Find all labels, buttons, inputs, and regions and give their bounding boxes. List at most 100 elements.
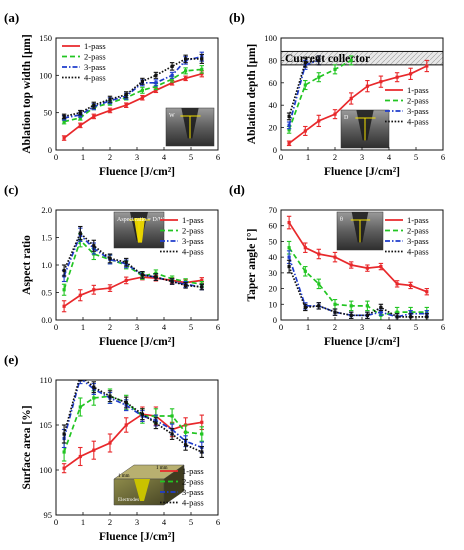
x-tick-label: 1: [306, 152, 310, 162]
data-point-2-pass: [303, 83, 307, 87]
data-point-4-pass: [154, 73, 158, 77]
data-point-2-pass: [287, 128, 291, 132]
data-point-1-pass: [200, 278, 204, 282]
data-point-1-pass: [409, 72, 413, 76]
panel-label: (d): [229, 182, 245, 197]
legend-label: 1-pass: [182, 466, 204, 476]
data-point-4-pass: [108, 97, 112, 101]
data-point-4-pass: [200, 57, 204, 61]
y-tick-label: 30: [269, 268, 278, 278]
legend-label: 1-pass: [407, 215, 429, 225]
data-point-2-pass: [78, 116, 82, 120]
x-tick-label: 3: [135, 152, 139, 162]
data-point-4-pass: [92, 385, 96, 389]
data-point-1-pass: [379, 264, 383, 269]
x-tick-label: 0: [54, 322, 58, 332]
block-side: [163, 464, 185, 506]
data-point-2-pass: [62, 450, 66, 454]
series-line-4-pass: [288, 59, 319, 117]
x-tick-label: 5: [189, 517, 193, 527]
data-point-1-pass: [108, 108, 112, 113]
series-group: [286, 215, 429, 320]
data-point-4-pass: [333, 310, 337, 314]
data-point-4-pass: [317, 304, 321, 308]
y-tick-label: 0.0: [41, 315, 52, 325]
legend-label: 3-pass: [407, 236, 429, 246]
legend-label: 2-pass: [84, 52, 106, 62]
series-line-2-pass: [63, 68, 202, 123]
data-point-4-pass: [124, 93, 128, 97]
data-point-4-pass: [317, 58, 321, 62]
series-line-2-pass: [288, 247, 427, 317]
data-point-4-pass: [140, 412, 144, 416]
data-point-4-pass: [184, 443, 188, 447]
legend-label: 4-pass: [182, 247, 204, 257]
series-line-4-pass: [63, 58, 202, 118]
x-tick-label: 4: [387, 322, 392, 332]
data-point-1-pass: [365, 266, 369, 270]
x-tick-label: 1: [81, 152, 85, 162]
data-point-3-pass: [170, 73, 174, 77]
y-tick-label: 100: [39, 70, 52, 80]
data-point-1-pass: [78, 123, 82, 127]
data-point-4-pass: [303, 61, 307, 65]
data-point-1-pass: [365, 84, 369, 88]
data-point-1-pass: [78, 454, 82, 459]
y-tick-label: 60: [269, 221, 278, 231]
inset-annotation: D: [344, 115, 349, 121]
inset-image: W: [165, 107, 215, 147]
legend-label: 2-pass: [182, 477, 204, 487]
data-point-2-pass: [154, 84, 158, 89]
data-point-4-pass: [78, 231, 82, 235]
legend-label: 4-pass: [182, 498, 204, 508]
series-group: [61, 377, 204, 474]
x-tick-label: 3: [360, 152, 364, 162]
schematic-label: 1 mm: [118, 474, 130, 479]
y-tick-label: 110: [40, 375, 52, 385]
data-point-3-pass: [287, 123, 291, 127]
data-point-1-pass: [303, 129, 307, 133]
data-point-1-pass: [409, 283, 413, 288]
data-point-1-pass: [287, 220, 291, 225]
x-tick-label: 6: [216, 322, 220, 332]
data-point-3-pass: [79, 377, 82, 380]
inset-annotation: Aspect ratio = D/W: [117, 217, 165, 223]
data-point-3-pass: [379, 310, 383, 314]
x-tick-label: 5: [189, 152, 193, 162]
x-tick-label: 3: [135, 322, 139, 332]
data-point-4-pass: [287, 114, 291, 118]
inset-image: 1 mm 1 mm Electrodes: [113, 464, 185, 506]
data-point-4-pass: [170, 279, 174, 284]
series-line-1-pass: [288, 222, 428, 293]
data-point-4-pass: [140, 79, 144, 83]
data-point-1-pass: [184, 76, 188, 80]
data-point-4-pass: [170, 64, 174, 68]
data-point-1-pass: [425, 290, 429, 294]
data-point-1-pass: [333, 112, 337, 116]
x-tick-label: 5: [414, 152, 418, 162]
y-tick-label: 20: [269, 123, 278, 133]
inset-annotation: W: [169, 113, 175, 119]
y-axis-title: Ablation depth [μm]: [246, 44, 258, 144]
data-point-2-pass: [92, 396, 96, 400]
legend-label: 1-pass: [182, 215, 204, 225]
data-point-2-pass: [303, 269, 307, 273]
x-tick-label: 0: [279, 152, 283, 162]
series-line-2-pass: [63, 395, 202, 453]
x-tick-label: 0: [54, 517, 58, 527]
series-line-3-pass: [63, 233, 202, 288]
x-tick-label: 0: [54, 152, 58, 162]
data-point-4-pass: [200, 450, 204, 454]
data-point-1-pass: [92, 448, 96, 452]
y-tick-label: 105: [39, 420, 52, 430]
y-tick-label: 50: [44, 108, 53, 118]
data-point-1-pass: [62, 304, 66, 308]
y-tick-label: 10: [269, 299, 278, 309]
x-tick-label: 2: [108, 152, 112, 162]
data-point-1-pass: [92, 114, 96, 118]
data-point-1-pass: [108, 286, 112, 290]
